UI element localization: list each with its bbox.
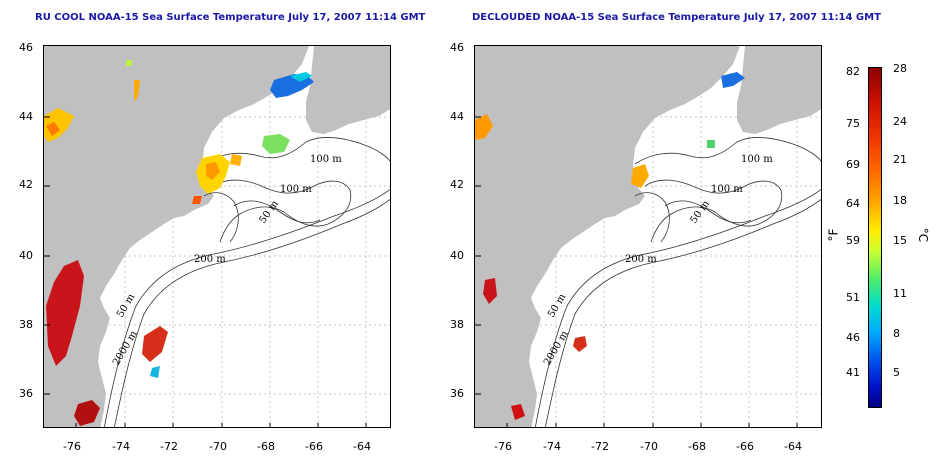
lon-tick--76: -76 <box>63 440 81 453</box>
fahrenheit-tick: 59 <box>846 234 860 247</box>
lat-tick-44: 44 <box>19 110 33 123</box>
lat-tick-36-right: 36 <box>450 387 464 400</box>
lon-tick--64: -64 <box>353 440 371 453</box>
right-map-canvas: 100 m 100 m 50 m 200 m 50 m 2000 m <box>475 46 821 427</box>
lat-tick-40: 40 <box>19 249 33 262</box>
left-map-canvas: 100 m 100 m 50 m 200 m 50 m 2000 m <box>44 46 390 427</box>
right-sst-patches <box>475 72 745 420</box>
contour-label: 100 m <box>310 154 342 165</box>
celsius-tick: 15 <box>893 234 907 247</box>
contour-label: 2000 m <box>111 329 140 368</box>
lon-tick--70: -70 <box>209 440 227 453</box>
fahrenheit-tick: 41 <box>846 366 860 379</box>
lat-tick-38-right: 38 <box>450 318 464 331</box>
temperature-colorbar <box>868 67 882 408</box>
lon-tick--76-right: -76 <box>494 440 512 453</box>
lon-tick--68-right: -68 <box>688 440 706 453</box>
celsius-tick: 8 <box>893 327 900 340</box>
celsius-tick: 24 <box>893 115 907 128</box>
celsius-tick: 28 <box>893 62 907 75</box>
celsius-tick: 18 <box>893 194 907 207</box>
left-sst-map[interactable]: 100 m 100 m 50 m 200 m 50 m 2000 m <box>43 45 391 428</box>
lon-tick--72: -72 <box>160 440 178 453</box>
lon-tick--74: -74 <box>112 440 130 453</box>
lat-tick-40-right: 40 <box>450 249 464 262</box>
contour-label: 50 m <box>546 292 568 320</box>
left-bathymetry-contours <box>103 137 390 427</box>
celsius-unit-label: °C <box>916 227 931 243</box>
contour-label: 100 m <box>280 184 312 195</box>
left-map-ticks <box>44 116 367 427</box>
lat-tick-38: 38 <box>19 318 33 331</box>
lon-tick--64-right: -64 <box>784 440 802 453</box>
fahrenheit-tick: 69 <box>846 158 860 171</box>
lon-tick--70-right: -70 <box>640 440 658 453</box>
contour-label: 200 m <box>625 254 657 265</box>
left-map-title: RU COOL NOAA-15 Sea Surface Temperature … <box>35 12 426 23</box>
contour-label: 100 m <box>711 184 743 195</box>
left-sst-patches <box>44 60 314 426</box>
lat-tick-36: 36 <box>19 387 33 400</box>
lat-tick-44-right: 44 <box>450 110 464 123</box>
fahrenheit-unit-label: °F <box>826 228 841 242</box>
fahrenheit-tick: 64 <box>846 197 860 210</box>
lon-tick--68: -68 <box>257 440 275 453</box>
fahrenheit-tick: 46 <box>846 331 860 344</box>
lon-tick--66-right: -66 <box>736 440 754 453</box>
contour-label: 2000 m <box>542 329 571 368</box>
lon-tick--74-right: -74 <box>543 440 561 453</box>
celsius-tick: 11 <box>893 287 907 300</box>
lat-tick-46: 46 <box>19 41 33 54</box>
fahrenheit-tick: 82 <box>846 65 860 78</box>
fahrenheit-tick: 75 <box>846 117 860 130</box>
lon-tick--66: -66 <box>305 440 323 453</box>
right-map-ticks <box>475 116 798 427</box>
right-sst-map[interactable]: 100 m 100 m 50 m 200 m 50 m 2000 m <box>474 45 822 428</box>
right-map-title: DECLOUDED NOAA-15 Sea Surface Temperatur… <box>472 12 881 23</box>
lon-tick--72-right: -72 <box>591 440 609 453</box>
lat-tick-42-right: 42 <box>450 178 464 191</box>
contour-label: 50 m <box>115 292 137 320</box>
lat-tick-46-right: 46 <box>450 41 464 54</box>
celsius-tick: 21 <box>893 153 907 166</box>
right-land <box>475 46 821 427</box>
lat-tick-42: 42 <box>19 178 33 191</box>
right-bathymetry-contours <box>534 137 821 427</box>
contour-label: 200 m <box>194 254 226 265</box>
left-land <box>44 46 390 427</box>
fahrenheit-tick: 51 <box>846 291 860 304</box>
contour-label: 100 m <box>741 154 773 165</box>
celsius-tick: 5 <box>893 366 900 379</box>
